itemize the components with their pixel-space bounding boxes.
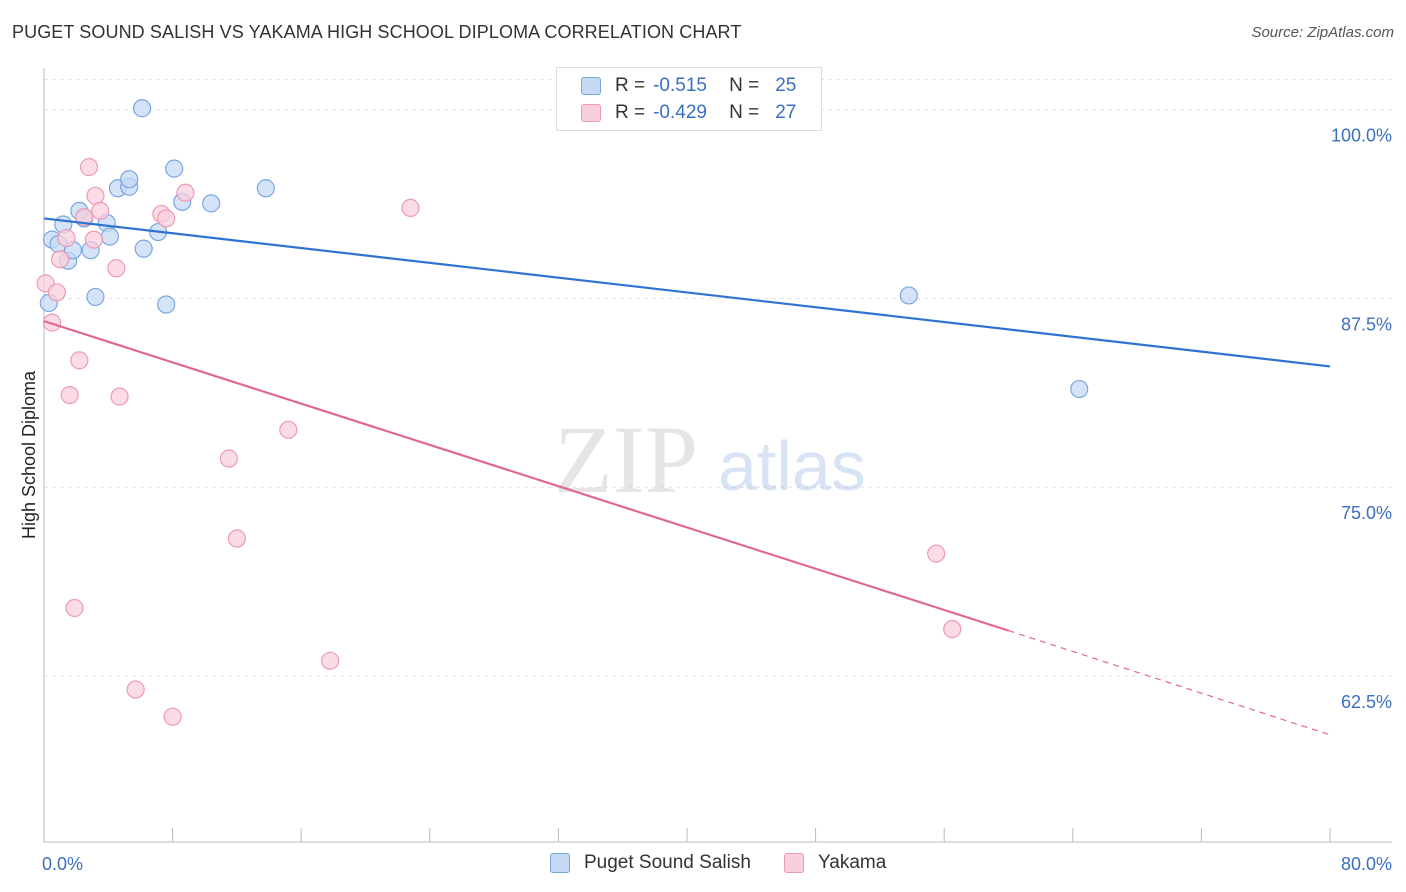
- point-yakama: [75, 207, 94, 227]
- legend-n-label: N =: [729, 102, 760, 123]
- legend-r-label: R =: [615, 102, 646, 123]
- point-puget-sound-salish: [256, 179, 275, 198]
- series-swatch-blue: [550, 853, 570, 873]
- point-yakama: [60, 385, 79, 405]
- point-yakama: [91, 201, 110, 221]
- chart-title: PUGET SOUND SALISH VS YAKAMA HIGH SCHOOL…: [12, 22, 742, 42]
- point-puget-sound-salish: [120, 170, 139, 189]
- legend-row-puget: R = -0.515 N = 25: [581, 74, 796, 98]
- point-yakama: [176, 183, 195, 202]
- point-puget-sound-salish: [134, 239, 153, 258]
- y-tick-label: 75.0%: [1341, 503, 1392, 523]
- point-puget-sound-salish: [100, 227, 120, 246]
- data-points: [36, 99, 1089, 726]
- point-puget-sound-salish: [202, 194, 221, 213]
- y-tick-label: 100.0%: [1331, 126, 1392, 146]
- watermark: ZIP atlas: [554, 406, 866, 513]
- point-puget-sound-salish: [165, 159, 184, 178]
- axes: [43, 68, 1392, 843]
- point-yakama: [927, 544, 946, 563]
- point-puget-sound-salish: [1070, 379, 1089, 399]
- legend-r-label: R =: [615, 75, 646, 96]
- point-puget-sound-salish: [899, 286, 918, 305]
- point-puget-sound-salish: [157, 295, 176, 314]
- legend-swatch-pink: [581, 104, 601, 122]
- point-yakama: [65, 598, 84, 618]
- point-yakama: [50, 250, 70, 269]
- point-yakama: [943, 620, 962, 639]
- legend-r-value: -0.515: [653, 75, 707, 96]
- legend-swatch-blue: [581, 77, 601, 95]
- source-label: Source: ZipAtlas.com: [1251, 24, 1394, 41]
- x-tick-label-max: 80.0%: [1341, 854, 1392, 874]
- point-yakama: [47, 283, 66, 302]
- series-legend-yakama: Yakama: [784, 852, 886, 874]
- watermark-zip: ZIP: [554, 406, 698, 513]
- y-tick-labels: 62.5% 75.0% 87.5% 100.0%: [1331, 126, 1392, 712]
- point-yakama: [107, 259, 126, 278]
- legend-n-label: N =: [729, 75, 760, 96]
- trend-line-puget-sound-salish: [43, 217, 1331, 368]
- x-tick-label-min: 0.0%: [42, 854, 83, 874]
- y-axis-label: High School Diploma: [19, 370, 39, 539]
- point-yakama: [279, 420, 298, 439]
- series-swatch-pink: [784, 853, 804, 873]
- point-yakama: [227, 529, 246, 548]
- y-tick-label: 62.5%: [1341, 692, 1392, 712]
- trend-line-yakama: [43, 320, 1009, 632]
- correlation-legend: R = -0.515 N = 25 R = -0.429 N = 27: [556, 67, 822, 131]
- legend-n-value: 27: [775, 102, 797, 123]
- point-yakama: [401, 198, 420, 217]
- series-legend-puget: Puget Sound Salish: [550, 852, 751, 874]
- gridlines: [44, 79, 1394, 677]
- watermark-atlas: atlas: [718, 427, 866, 505]
- y-tick-label: 87.5%: [1341, 314, 1392, 334]
- point-yakama: [163, 707, 182, 726]
- point-yakama: [157, 209, 176, 228]
- series-label-puget: Puget Sound Salish: [584, 852, 751, 873]
- x-tick-labels: 0.0% 80.0%: [42, 854, 1392, 874]
- point-puget-sound-salish: [132, 99, 152, 118]
- series-label-yakama: Yakama: [818, 852, 887, 873]
- trend-lines: [43, 217, 1331, 736]
- point-yakama: [84, 230, 103, 249]
- trend-line-yakama-extension: [1008, 630, 1331, 736]
- legend-row-yakama: R = -0.429 N = 27: [581, 101, 796, 125]
- point-yakama: [110, 387, 129, 406]
- legend-n-value: 25: [775, 75, 797, 96]
- point-yakama: [321, 651, 340, 670]
- series-legend: Puget Sound Salish Yakama: [0, 852, 1406, 876]
- point-puget-sound-salish: [86, 287, 105, 307]
- point-yakama: [79, 158, 99, 177]
- point-yakama: [57, 228, 76, 248]
- point-yakama: [126, 680, 145, 699]
- point-yakama: [86, 186, 105, 205]
- legend-r-value: -0.429: [653, 102, 707, 123]
- point-yakama: [70, 351, 89, 370]
- point-yakama: [219, 449, 238, 468]
